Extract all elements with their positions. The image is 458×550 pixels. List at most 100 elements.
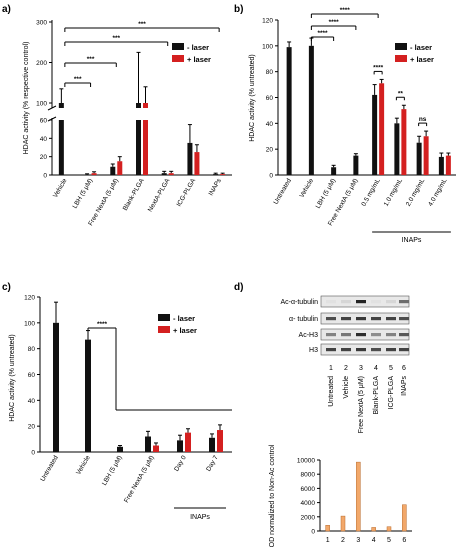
blot-band xyxy=(371,300,381,304)
c-y-axis-label: HDAC activity (% untreated) xyxy=(9,334,16,422)
a-bar xyxy=(136,120,141,175)
blot-lane-number: 6 xyxy=(402,365,406,372)
c-sig-label: **** xyxy=(97,321,108,328)
a-bar xyxy=(143,103,148,108)
d-bar xyxy=(356,461,361,532)
blot-band xyxy=(326,300,336,304)
a-bar xyxy=(110,166,116,175)
blot-lane-number: 5 xyxy=(389,365,393,372)
blot-lane-label: Blank-PLGA xyxy=(373,376,380,415)
blot-lane-number: 1 xyxy=(329,365,333,372)
blot-lane-number: 2 xyxy=(344,365,348,372)
c-x-tick-label: LBH (5 μM) xyxy=(101,455,124,487)
a-x-tick-label: Blank-PLGA xyxy=(122,177,146,212)
d-y-tick-label: 4000 xyxy=(301,500,316,507)
b-sig-label: **** xyxy=(373,64,384,71)
a-y-axis-label: HDAC activity (% respective control) xyxy=(23,42,30,155)
a-bar xyxy=(136,103,141,108)
a-bar xyxy=(168,173,174,175)
d-bar xyxy=(371,527,376,532)
blot-band xyxy=(326,348,336,352)
c-y-tick-label: 80 xyxy=(28,346,36,353)
b-y-tick-label: 40 xyxy=(266,121,274,128)
blot-band xyxy=(341,317,351,321)
c-bar xyxy=(145,436,151,452)
c-bar xyxy=(209,437,215,452)
b-bar xyxy=(308,45,314,176)
c-bar xyxy=(153,445,159,452)
c-legend-swatch xyxy=(158,314,170,321)
d-y-tick-label: 0 xyxy=(311,529,315,536)
b-sig-label: ** xyxy=(398,90,404,97)
blot-band xyxy=(341,300,351,304)
b-y-tick-label: 80 xyxy=(266,69,274,76)
b-bar xyxy=(372,94,378,175)
b-sig-label: **** xyxy=(317,30,328,37)
b-x-tick-label: Vehicle xyxy=(299,177,316,199)
a-axis-break-mark xyxy=(47,105,57,111)
a-x-tick-label: LBH (5 μM) xyxy=(72,178,95,210)
d-x-tick-label: 6 xyxy=(402,537,406,544)
d-x-tick-label: 2 xyxy=(341,537,345,544)
a-bar xyxy=(187,142,193,175)
b-x-tick-label: 2.0 mg/mL xyxy=(405,177,427,207)
blot-lane-label: INAPs xyxy=(401,376,408,396)
c-group-label: INAPs xyxy=(190,514,210,521)
a-y-tick-label: 300 xyxy=(36,20,47,27)
d-x-tick-label: 3 xyxy=(356,537,360,544)
b-bar xyxy=(423,136,429,175)
a-y-tick-label: 0 xyxy=(43,173,47,180)
blot-band xyxy=(386,300,396,304)
a-x-tick-label: Free NextA (5 μM) xyxy=(87,178,120,228)
c-y-tick-label: 20 xyxy=(28,424,36,431)
a-y-tick-label: 100 xyxy=(36,101,47,108)
c-x-tick-label: Day 0 xyxy=(173,454,188,473)
b-x-tick-label: 4.0 mg/mL xyxy=(427,177,449,207)
c-y-tick-label: 60 xyxy=(28,372,36,379)
blot-band xyxy=(371,317,381,321)
a-y-tick-label: 40 xyxy=(40,136,48,143)
d-y-tick-label: 10000 xyxy=(297,458,315,465)
d-x-tick-label: 1 xyxy=(326,537,330,544)
blot-lane-label: Vehicle xyxy=(343,376,350,399)
a-y-tick-label: 200 xyxy=(36,60,47,67)
b-y-tick-label: 0 xyxy=(269,173,273,180)
c-bar xyxy=(217,430,223,452)
a-bar xyxy=(91,173,97,175)
panel-label-d: d) xyxy=(234,282,243,293)
b-bar xyxy=(331,167,337,175)
a-sig-label: *** xyxy=(87,56,95,63)
b-legend-swatch xyxy=(395,43,407,50)
b-bar xyxy=(394,123,400,175)
b-sig-label: **** xyxy=(340,7,351,14)
b-bar xyxy=(286,47,292,175)
blot-band xyxy=(326,317,336,321)
a-y-tick-label: 20 xyxy=(40,154,48,161)
b-y-tick-label: 100 xyxy=(262,43,273,50)
b-legend-label: + laser xyxy=(410,55,434,64)
b-x-tick-label: Untreated xyxy=(273,177,294,206)
a-y-tick-label: 60 xyxy=(40,118,48,125)
blot-band xyxy=(326,333,336,337)
blot-band xyxy=(399,317,409,321)
c-legend-swatch xyxy=(158,326,170,333)
c-x-tick-label: Free NextA (5 μM) xyxy=(123,455,156,505)
blot-band xyxy=(399,348,409,352)
b-sig-label: ns xyxy=(419,116,427,123)
b-bar xyxy=(401,109,407,175)
b-legend-label: - laser xyxy=(410,43,432,52)
a-bar xyxy=(220,174,226,175)
a-bar xyxy=(161,173,167,175)
blot-row-label: H3 xyxy=(309,347,318,354)
a-x-tick-label: Vehicle xyxy=(52,177,69,199)
blot-band xyxy=(371,348,381,352)
d-bar xyxy=(402,504,407,532)
d-y-axis-label: OD normalized to Non-Ac control xyxy=(269,444,276,547)
a-legend-swatch xyxy=(172,55,184,62)
d-bar xyxy=(340,515,346,532)
a-bar xyxy=(117,161,123,175)
blot-band xyxy=(356,348,366,352)
a-sig-label: *** xyxy=(74,76,82,83)
c-legend-label: - laser xyxy=(173,314,195,323)
